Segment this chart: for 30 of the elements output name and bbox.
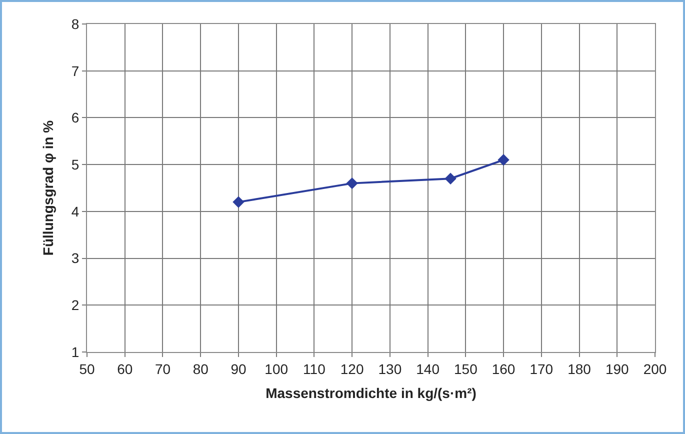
y-tick-label: 2 xyxy=(71,297,80,314)
y-tick-label: 3 xyxy=(71,250,80,266)
x-tick-label: 140 xyxy=(416,360,440,377)
y-axis-title: Füllungsgrad φ in % xyxy=(40,120,56,256)
y-tick-label: 8 xyxy=(71,16,80,32)
x-tick-label: 50 xyxy=(79,360,95,377)
x-tick-label: 190 xyxy=(605,360,630,377)
y-tick-label: 7 xyxy=(71,62,80,79)
y-tick-label: 4 xyxy=(71,203,80,220)
x-tick-label: 80 xyxy=(192,360,209,377)
x-tick-label: 100 xyxy=(264,360,288,377)
x-tick-label: 170 xyxy=(530,360,554,377)
x-tick-label: 200 xyxy=(643,360,667,377)
y-tick-label: 1 xyxy=(71,344,80,360)
x-tick-label: 150 xyxy=(454,360,478,377)
x-tick-label: 60 xyxy=(117,360,133,377)
point xyxy=(346,177,358,190)
x-tick-label: 70 xyxy=(154,360,171,377)
x-tick-label: 130 xyxy=(378,360,402,377)
point xyxy=(444,172,456,184)
x-tick-label: 90 xyxy=(230,360,246,377)
x-axis-title: Massenstromdichte in kg/(s·m²) xyxy=(266,385,476,402)
x-tick-label: 180 xyxy=(568,360,592,377)
y-tick-label: 6 xyxy=(71,110,80,126)
x-tick-label: 120 xyxy=(340,360,364,377)
y-tick-label: 5 xyxy=(71,156,80,172)
point xyxy=(232,196,244,208)
x-tick-label: 110 xyxy=(303,360,326,377)
point xyxy=(498,154,510,166)
x-tick-label: 160 xyxy=(492,360,516,377)
